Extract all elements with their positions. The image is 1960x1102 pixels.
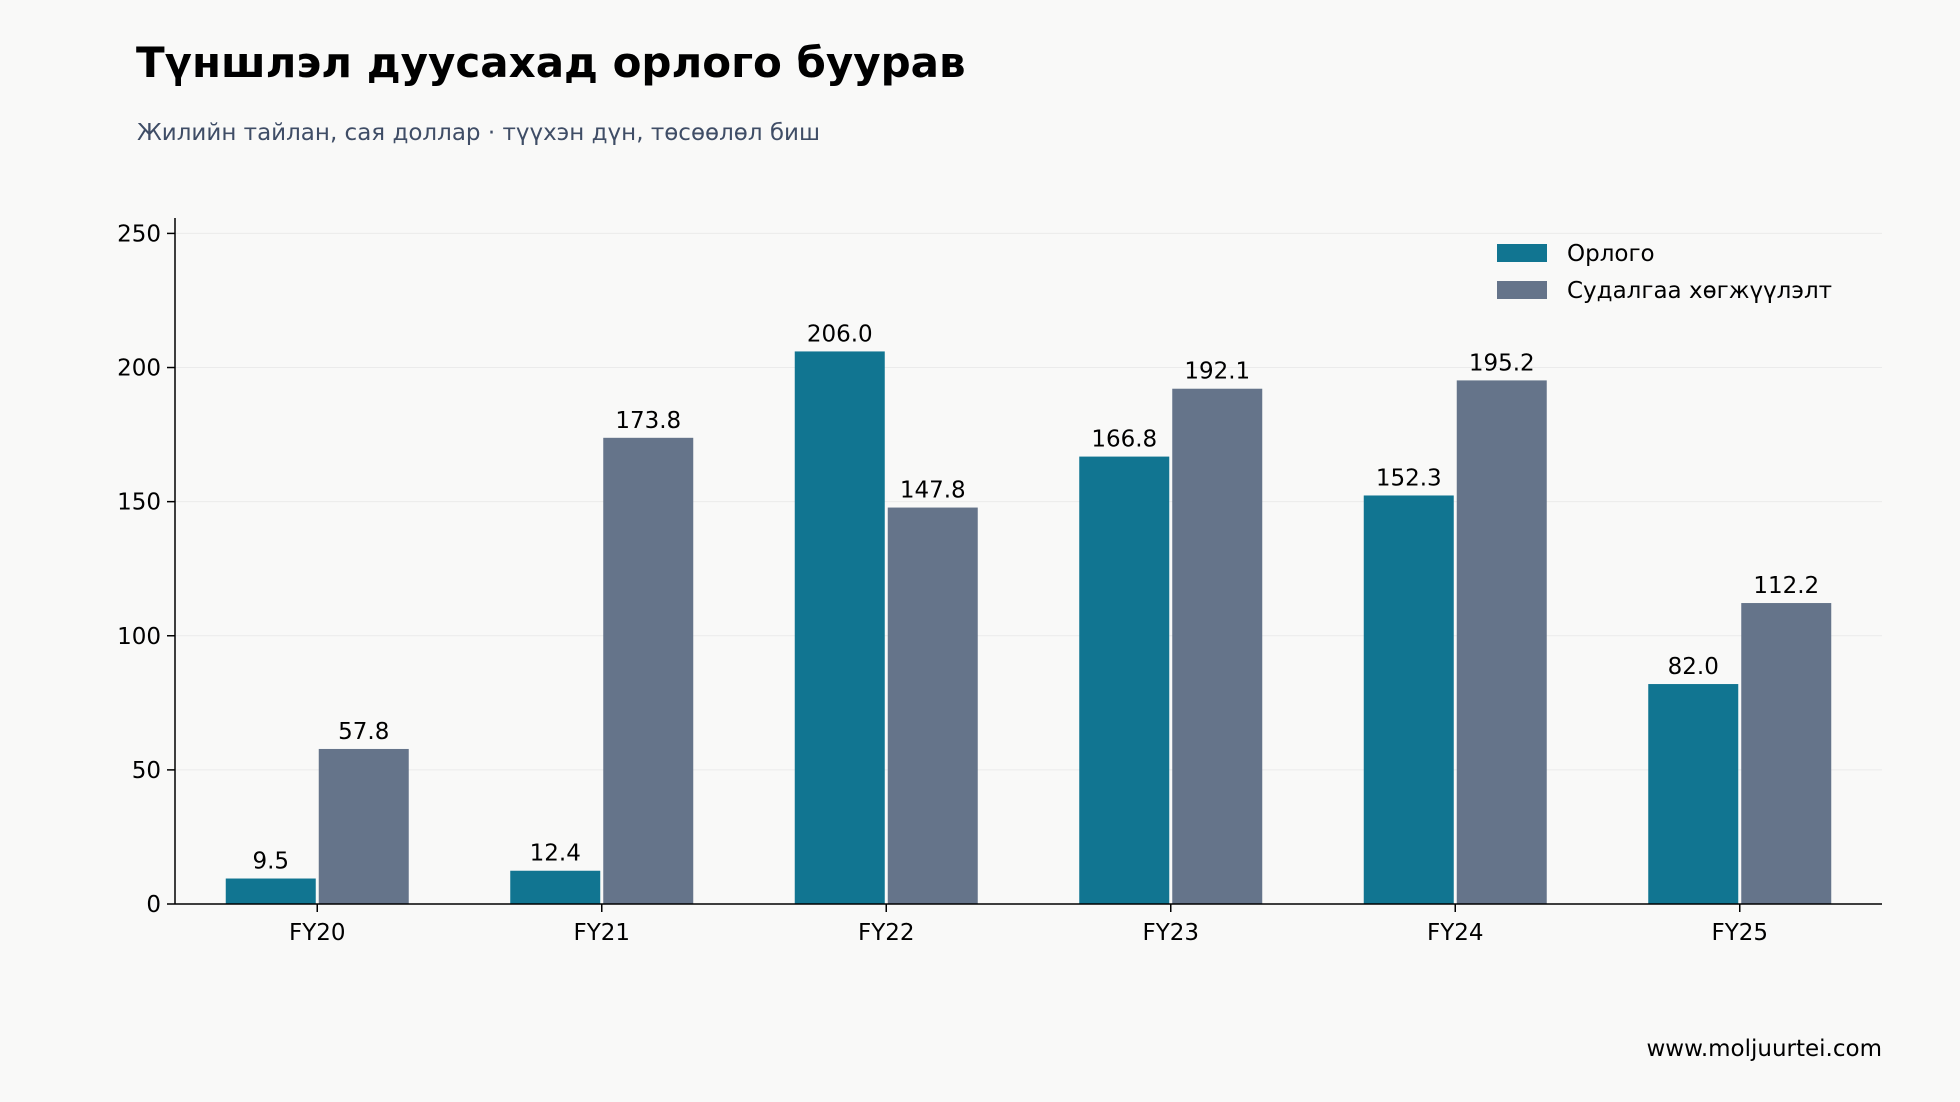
legend: Орлого Судалгаа хөгжүүлэлт (1497, 241, 1832, 304)
y-tick-label: 250 (117, 221, 161, 247)
x-tick-label: FY23 (1142, 920, 1199, 946)
bar-revenue (1648, 684, 1739, 904)
data-label: 9.5 (252, 849, 289, 875)
bars (225, 351, 1832, 905)
bar-rnd (603, 437, 694, 904)
bar-revenue (1079, 456, 1170, 904)
x-tick-label: FY21 (573, 920, 630, 946)
y-tick-label: 150 (117, 490, 161, 516)
bar-rnd (318, 748, 409, 904)
legend-label: Судалгаа хөгжүүлэлт (1567, 278, 1832, 304)
y-tick-label: 0 (146, 892, 161, 918)
grid-lines (175, 232, 1882, 771)
data-label: 147.8 (900, 478, 966, 504)
chart-subtitle: Жилийн тайлан, сая доллар · түүхэн дүн, … (137, 120, 821, 146)
chart-title: Түншлэл дуусахад орлого буурав (136, 38, 966, 87)
bar-revenue (225, 878, 316, 904)
data-label: 192.1 (1184, 359, 1250, 385)
x-tick-label: FY25 (1711, 920, 1768, 946)
legend-swatch (1497, 281, 1547, 299)
bar-rnd (887, 507, 978, 904)
x-tick-label: FY22 (858, 920, 915, 946)
bar-rnd (1741, 603, 1832, 904)
bar-revenue (510, 870, 601, 904)
source-url: www.moljuurtei.com (1646, 1036, 1883, 1062)
x-tick-label: FY24 (1427, 920, 1484, 946)
data-label: 206.0 (807, 321, 873, 347)
bar-revenue (794, 351, 885, 904)
data-label: 152.3 (1376, 465, 1442, 491)
data-label: 112.2 (1753, 573, 1819, 599)
bar-revenue (1363, 495, 1454, 904)
y-tick-label: 50 (132, 758, 161, 784)
data-labels: 9.5 57.8 12.4 173.8 206.0 147.8 166.8 192.1 152.… (252, 321, 1819, 874)
legend-swatch (1497, 244, 1547, 262)
data-label: 173.8 (615, 408, 681, 434)
bar-rnd (1456, 380, 1547, 905)
bar-rnd (1172, 388, 1263, 905)
data-label: 166.8 (1091, 427, 1157, 453)
y-tick-label: 200 (117, 356, 161, 382)
data-label: 82.0 (1668, 654, 1719, 680)
x-tick-label: FY20 (289, 920, 346, 946)
data-label: 12.4 (530, 841, 581, 867)
y-tick-label: 100 (117, 624, 161, 650)
data-label: 57.8 (338, 719, 389, 745)
legend-label: Орлого (1567, 241, 1655, 267)
axes: 0 50 100 150 200 250 FY20 FY21 FY22 FY23 FY24 FY25 (117, 218, 1882, 946)
data-label: 195.2 (1469, 350, 1535, 376)
